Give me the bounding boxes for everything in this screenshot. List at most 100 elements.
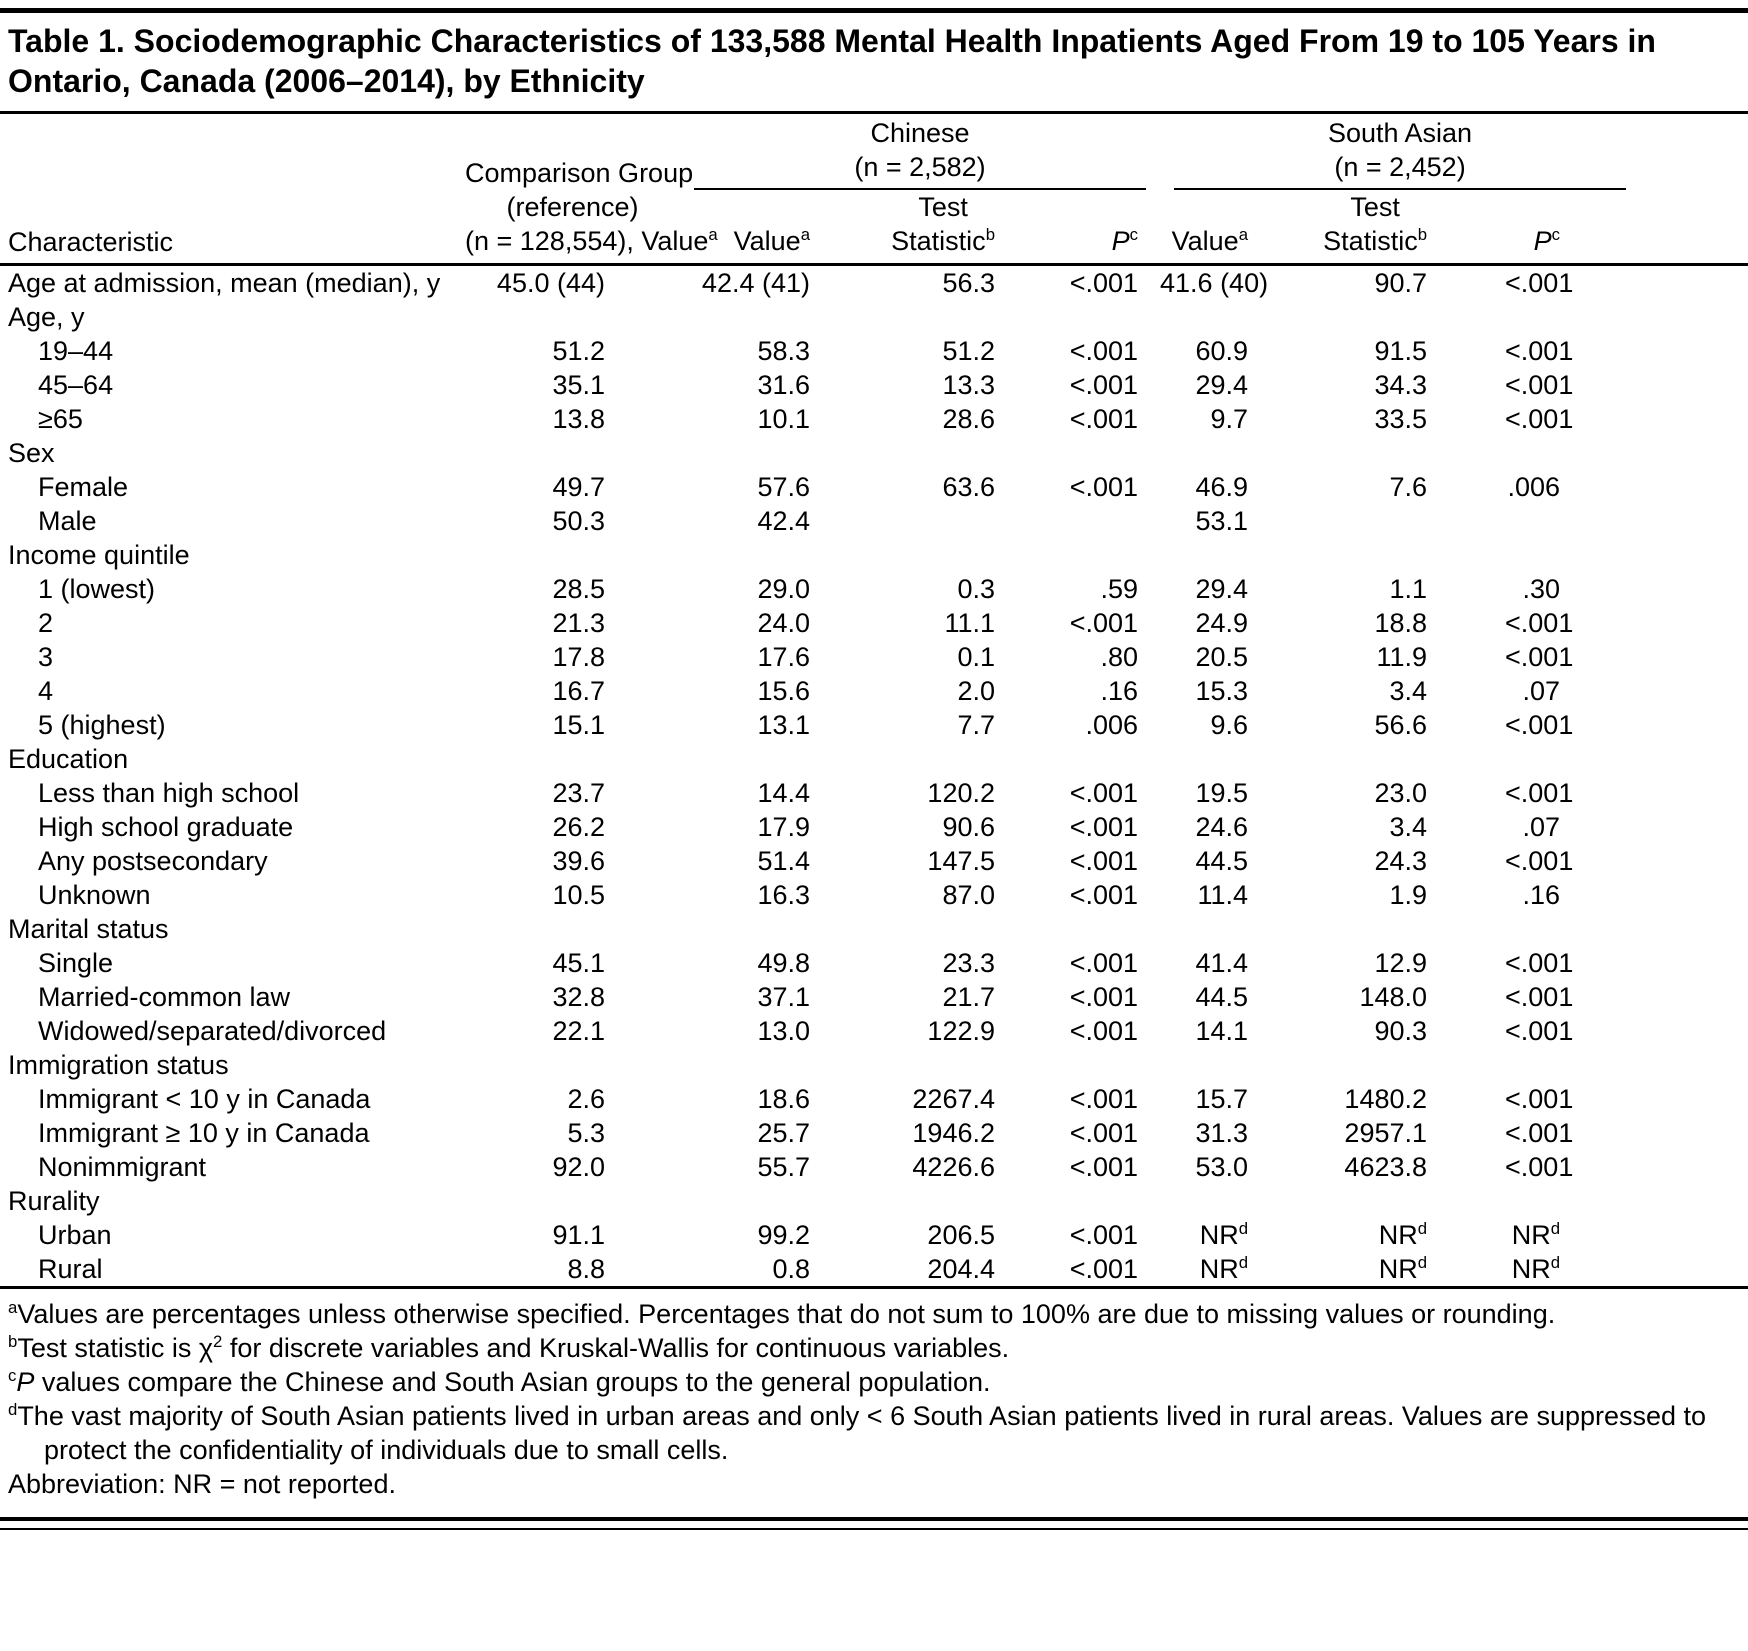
cell — [1320, 742, 1505, 776]
cell: <.001 — [1505, 268, 1574, 298]
cell — [1025, 300, 1160, 334]
spacer-cell — [1640, 674, 1748, 708]
cell — [395, 538, 680, 572]
table-row: Any postsecondary 39.6 51.4 147.5 <.001 44.5 2… — [0, 844, 1748, 878]
cell: <.001 — [1505, 404, 1574, 434]
cell: 11.4 — [1197, 880, 1249, 910]
cell — [680, 436, 840, 470]
cell — [395, 742, 680, 776]
cell: 15.1 — [552, 710, 605, 740]
cell: 25.7 — [757, 1118, 810, 1148]
table-row: 5 (highest) 15.1 13.1 7.7 .006 9.6 56.6 <.001 — [0, 708, 1748, 742]
cell: 14.4 — [757, 778, 810, 808]
table-row: Widowed/separated/divorced 22.1 13.0 122.9 <… — [0, 1014, 1748, 1048]
subheader-line: Pc — [1533, 225, 1561, 256]
cell: 3.4 — [1389, 676, 1428, 706]
cell — [840, 504, 1025, 538]
cell: <.001 — [1505, 1084, 1574, 1114]
header-row-groups: Characteristic Comparison Group (reference… — [0, 114, 1748, 266]
cell: 11.1 — [944, 608, 995, 638]
subheader-line: Pc — [1111, 225, 1139, 256]
cell: 91.5 — [1374, 336, 1428, 366]
row-label: 45–64 — [38, 370, 114, 400]
cell: NRd — [1378, 1219, 1428, 1250]
spacer-cell — [1640, 980, 1748, 1014]
row-label: 19–44 — [38, 336, 114, 366]
group-title-line: (n = 2,452) — [1334, 152, 1466, 182]
cell: 21.3 — [552, 608, 605, 638]
cell — [1505, 912, 1640, 946]
cell: <.001 — [1505, 846, 1574, 876]
cell — [1160, 1048, 1320, 1082]
cell: 41.4 — [1195, 948, 1249, 978]
table-row: Less than high school 23.7 14.4 120.2 <.001 1… — [0, 776, 1748, 810]
cell — [1025, 538, 1160, 572]
cell: 7.7 — [957, 710, 995, 740]
cell: 29.4 — [1195, 370, 1249, 400]
spacer-cell — [1640, 1082, 1748, 1116]
header-line: Comparison Group — [465, 158, 694, 188]
cell — [1320, 538, 1505, 572]
cell: <.001 — [1069, 948, 1139, 978]
subheader-line: Test — [1350, 192, 1400, 222]
cell — [1320, 1184, 1505, 1218]
spacer-cell — [1640, 1184, 1748, 1218]
table-row: 2 21.3 24.0 11.1 <.001 24.9 18.8 <.001 — [0, 606, 1748, 640]
cell: 35.1 — [552, 370, 605, 400]
cell: <.001 — [1069, 778, 1139, 808]
cell: 99.2 — [757, 1220, 810, 1250]
cell: 4226.6 — [912, 1152, 995, 1182]
row-label: Age at admission, mean (median), y — [8, 268, 441, 298]
row-label: Any postsecondary — [38, 846, 268, 876]
row-label: Widowed/separated/divorced — [38, 1016, 387, 1046]
cell: 204.4 — [840, 1252, 1025, 1289]
cell: NRd — [1505, 1252, 1641, 1289]
cell: 31.3 — [1195, 1118, 1249, 1148]
subheader-line: Valuea — [733, 225, 810, 256]
cell — [1505, 300, 1640, 334]
cell: 42.4 — [757, 506, 810, 536]
top-rule — [0, 8, 1748, 13]
header-line: (reference) — [506, 192, 639, 222]
subheader-south-asian-p: Pc — [1505, 190, 1641, 266]
cell: .07 — [1522, 812, 1561, 842]
spacer-cell — [1640, 640, 1748, 674]
table-row: High school graduate 26.2 17.9 90.6 <.001 24.… — [0, 810, 1748, 844]
group-title-line: (n = 2,582) — [854, 152, 986, 182]
cell — [1160, 912, 1320, 946]
cell: 19.5 — [1195, 778, 1249, 808]
cell: .30 — [1522, 574, 1561, 604]
row-label: Married-common law — [38, 982, 291, 1012]
table-row: Female 49.7 57.6 63.6 <.001 46.9 7.6 .006 — [0, 470, 1748, 504]
cell: 58.3 — [757, 336, 810, 366]
cell — [1160, 300, 1320, 334]
row-label: 4 — [38, 676, 54, 706]
table-row: Urban 91.1 99.2 206.5 <.001 NRd NRd NRd — [0, 1218, 1748, 1252]
cell: 57.6 — [757, 472, 810, 502]
cell: <.001 — [1505, 948, 1574, 978]
cell — [680, 742, 840, 776]
section-row: Sex — [0, 436, 1748, 470]
cell: .006 — [1507, 472, 1561, 502]
cell — [1025, 504, 1160, 538]
cell — [395, 300, 680, 334]
cell: 0.8 — [680, 1252, 840, 1289]
header-comparison-group: Comparison Group (reference) (n = 128,554)… — [395, 114, 718, 266]
cell: 17.9 — [757, 812, 810, 842]
cell: 29.4 — [1195, 574, 1249, 604]
cell — [840, 1048, 1025, 1082]
cell: <.001 — [1069, 1084, 1139, 1114]
spacer-cell — [1640, 538, 1748, 572]
cell: <.001 — [1069, 404, 1139, 434]
cell: 147.5 — [927, 846, 995, 876]
cell: 23.7 — [552, 778, 605, 808]
cell: NRd — [1511, 1219, 1561, 1250]
cell: 34.3 — [1374, 370, 1428, 400]
cell: 45.1 — [552, 948, 605, 978]
spacer-cell — [1640, 436, 1748, 470]
cell: 1946.2 — [912, 1118, 995, 1148]
cell: <.001 — [1069, 846, 1139, 876]
cell: 39.6 — [552, 846, 605, 876]
subheader-lines: Valuea — [734, 224, 810, 258]
cell: 90.7 — [1374, 268, 1428, 298]
